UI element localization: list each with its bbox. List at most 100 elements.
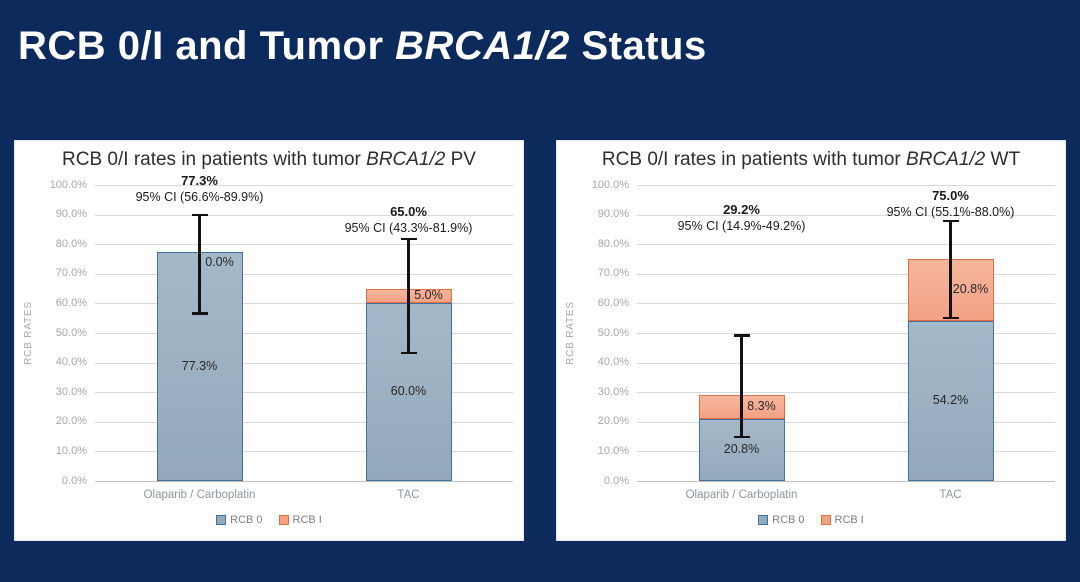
error-bar-line — [949, 220, 952, 318]
y-tick-label: 10.0% — [55, 444, 87, 457]
total-value: 29.2% — [723, 202, 760, 218]
segment-value-label: 60.0% — [390, 384, 427, 399]
gridline-60.0% — [95, 303, 513, 305]
y-tick-label: 70.0% — [55, 267, 87, 280]
plot-area-wt: 0.0% 10.0% 20.0% 30.0% 40.0% 50.0% 60.0% 70.0% 8… — [592, 179, 1055, 501]
chart-title-pv: RCB 0/I rates in patients with tumor BRC… — [15, 149, 523, 171]
y-tick-label: 20.0% — [55, 415, 87, 428]
y-tick-label: 30.0% — [597, 385, 629, 398]
chart-title-prefix: RCB 0/I rates in patients with tumor — [62, 149, 367, 170]
chart-title-wt: RCB 0/I rates in patients with tumor BRC… — [557, 149, 1065, 171]
y-tick-label: 80.0% — [55, 237, 87, 250]
error-bar-line — [198, 214, 201, 314]
y-tick-label: 50.0% — [55, 326, 87, 339]
gridline-80.0% — [637, 244, 1055, 246]
legend-marker-icon — [216, 515, 227, 525]
x-category-label: TAC — [939, 489, 962, 501]
confidence-interval: 95% CI (55.1%-88.0%) — [886, 204, 1015, 219]
y-tick-label: 90.0% — [55, 208, 87, 221]
total-annotation: 65.0% 95% CI (43.3%-81.9%) — [299, 204, 519, 236]
error-bar-cap-bottom — [191, 312, 208, 315]
y-tick-label: 70.0% — [597, 267, 629, 280]
legend-label: RCB 0 — [772, 514, 805, 526]
legend-label: RCB I — [834, 514, 864, 526]
segment-value-label: 8.3% — [747, 399, 776, 414]
bar-segment-rcb-0 — [156, 252, 243, 481]
total-value: 75.0% — [932, 187, 969, 203]
segment-value-label: 77.3% — [181, 358, 218, 373]
y-tick-label: 100.0% — [591, 178, 629, 191]
legend-item-rcb-i: RCB I — [278, 514, 322, 526]
segment-value-label: 0.0% — [205, 255, 234, 270]
total-annotation: 75.0% 95% CI (55.1%-88.0%) — [841, 188, 1061, 220]
x-category-label: TAC — [397, 489, 420, 501]
legend-marker-icon — [820, 515, 831, 525]
y-tick-label: 30.0% — [55, 385, 87, 398]
legend-pv: RCB 0 RCB I — [15, 514, 523, 526]
gridline-90.0% — [637, 214, 1055, 216]
slide-title-gene: BRCA1/2 — [395, 24, 570, 68]
error-bar-cap-bottom — [942, 316, 959, 320]
total-annotation: 77.3% 95% CI (56.6%-89.9%) — [90, 173, 310, 205]
total-value: 77.3% — [181, 173, 218, 189]
gridline-100.0% — [637, 185, 1055, 186]
gridline-30.0% — [637, 392, 1055, 394]
legend-wt: RCB 0 RCB I — [557, 514, 1065, 526]
gridline-70.0% — [637, 273, 1055, 275]
error-bar-line — [740, 335, 743, 437]
total-annotation: 29.2% 95% CI (14.9%-49.2%) — [632, 202, 852, 234]
chart-panel-brca-pv: RCB 0/I rates in patients with tumor BRC… — [14, 140, 524, 541]
chart-title-suffix: PV — [445, 149, 476, 170]
slide-title-suffix: Status — [569, 24, 707, 68]
gridline-0.0% — [637, 481, 1055, 482]
error-bar-cap-bottom — [733, 435, 750, 439]
slide-title: RCB 0/I and Tumor BRCA1/2 Status — [18, 24, 1062, 69]
legend-label: RCB 0 — [230, 514, 263, 526]
y-tick-label: 90.0% — [597, 208, 629, 221]
legend-item-rcb-0: RCB 0 — [216, 514, 263, 526]
gridline-10.0% — [637, 451, 1055, 453]
y-tick-label: 50.0% — [597, 326, 629, 339]
gridline-0.0% — [95, 481, 513, 482]
confidence-interval: 95% CI (43.3%-81.9%) — [344, 221, 473, 236]
gridline-10.0% — [95, 451, 513, 453]
gridline-80.0% — [95, 244, 513, 246]
gridline-20.0% — [637, 421, 1055, 423]
y-tick-label: 60.0% — [597, 296, 629, 309]
chart-title-suffix: WT — [985, 149, 1021, 170]
y-tick-label: 60.0% — [55, 296, 87, 309]
gridline-50.0% — [637, 333, 1055, 334]
legend-label: RCB I — [292, 514, 322, 526]
x-category-label: Olaparib / Carboplatin — [685, 489, 798, 501]
legend-marker-icon — [758, 515, 769, 525]
legend-item-rcb-i: RCB I — [820, 514, 864, 526]
bar-segment-rcb-0 — [365, 303, 452, 481]
y-tick-label: 100.0% — [49, 178, 87, 191]
error-bar-cap-top — [942, 219, 959, 223]
chart-title-gene: BRCA1/2 — [366, 149, 446, 170]
legend-marker-icon — [278, 515, 289, 525]
plot-area-pv: 0.0% 10.0% 20.0% 30.0% 40.0% 50.0% 60.0% 70.0% 8… — [50, 173, 513, 501]
x-category-label: Olaparib / Carboplatin — [143, 489, 256, 501]
error-bar-line — [407, 238, 410, 353]
y-tick-label: 20.0% — [597, 415, 629, 428]
confidence-interval: 95% CI (14.9%-49.2%) — [677, 219, 806, 234]
gridline-30.0% — [95, 392, 513, 394]
y-tick-label: 40.0% — [597, 356, 629, 369]
gridline-20.0% — [95, 421, 513, 423]
error-bar-cap-top — [733, 334, 750, 337]
total-value: 65.0% — [390, 204, 427, 220]
gridline-40.0% — [637, 362, 1055, 364]
segment-value-label: 54.2% — [932, 392, 969, 407]
gridline-100.0% — [95, 185, 513, 186]
chart-title-gene: BRCA1/2 — [906, 149, 986, 170]
error-bar-cap-top — [191, 213, 208, 217]
segment-value-label: 20.8% — [952, 281, 989, 296]
gridline-60.0% — [637, 303, 1055, 305]
segment-value-label: 5.0% — [414, 288, 443, 302]
legend-item-rcb-0: RCB 0 — [758, 514, 805, 526]
y-tick-label: 0.0% — [603, 474, 629, 487]
y-tick-label: 0.0% — [61, 474, 87, 487]
gridline-50.0% — [95, 333, 513, 334]
error-bar-cap-bottom — [400, 351, 417, 355]
